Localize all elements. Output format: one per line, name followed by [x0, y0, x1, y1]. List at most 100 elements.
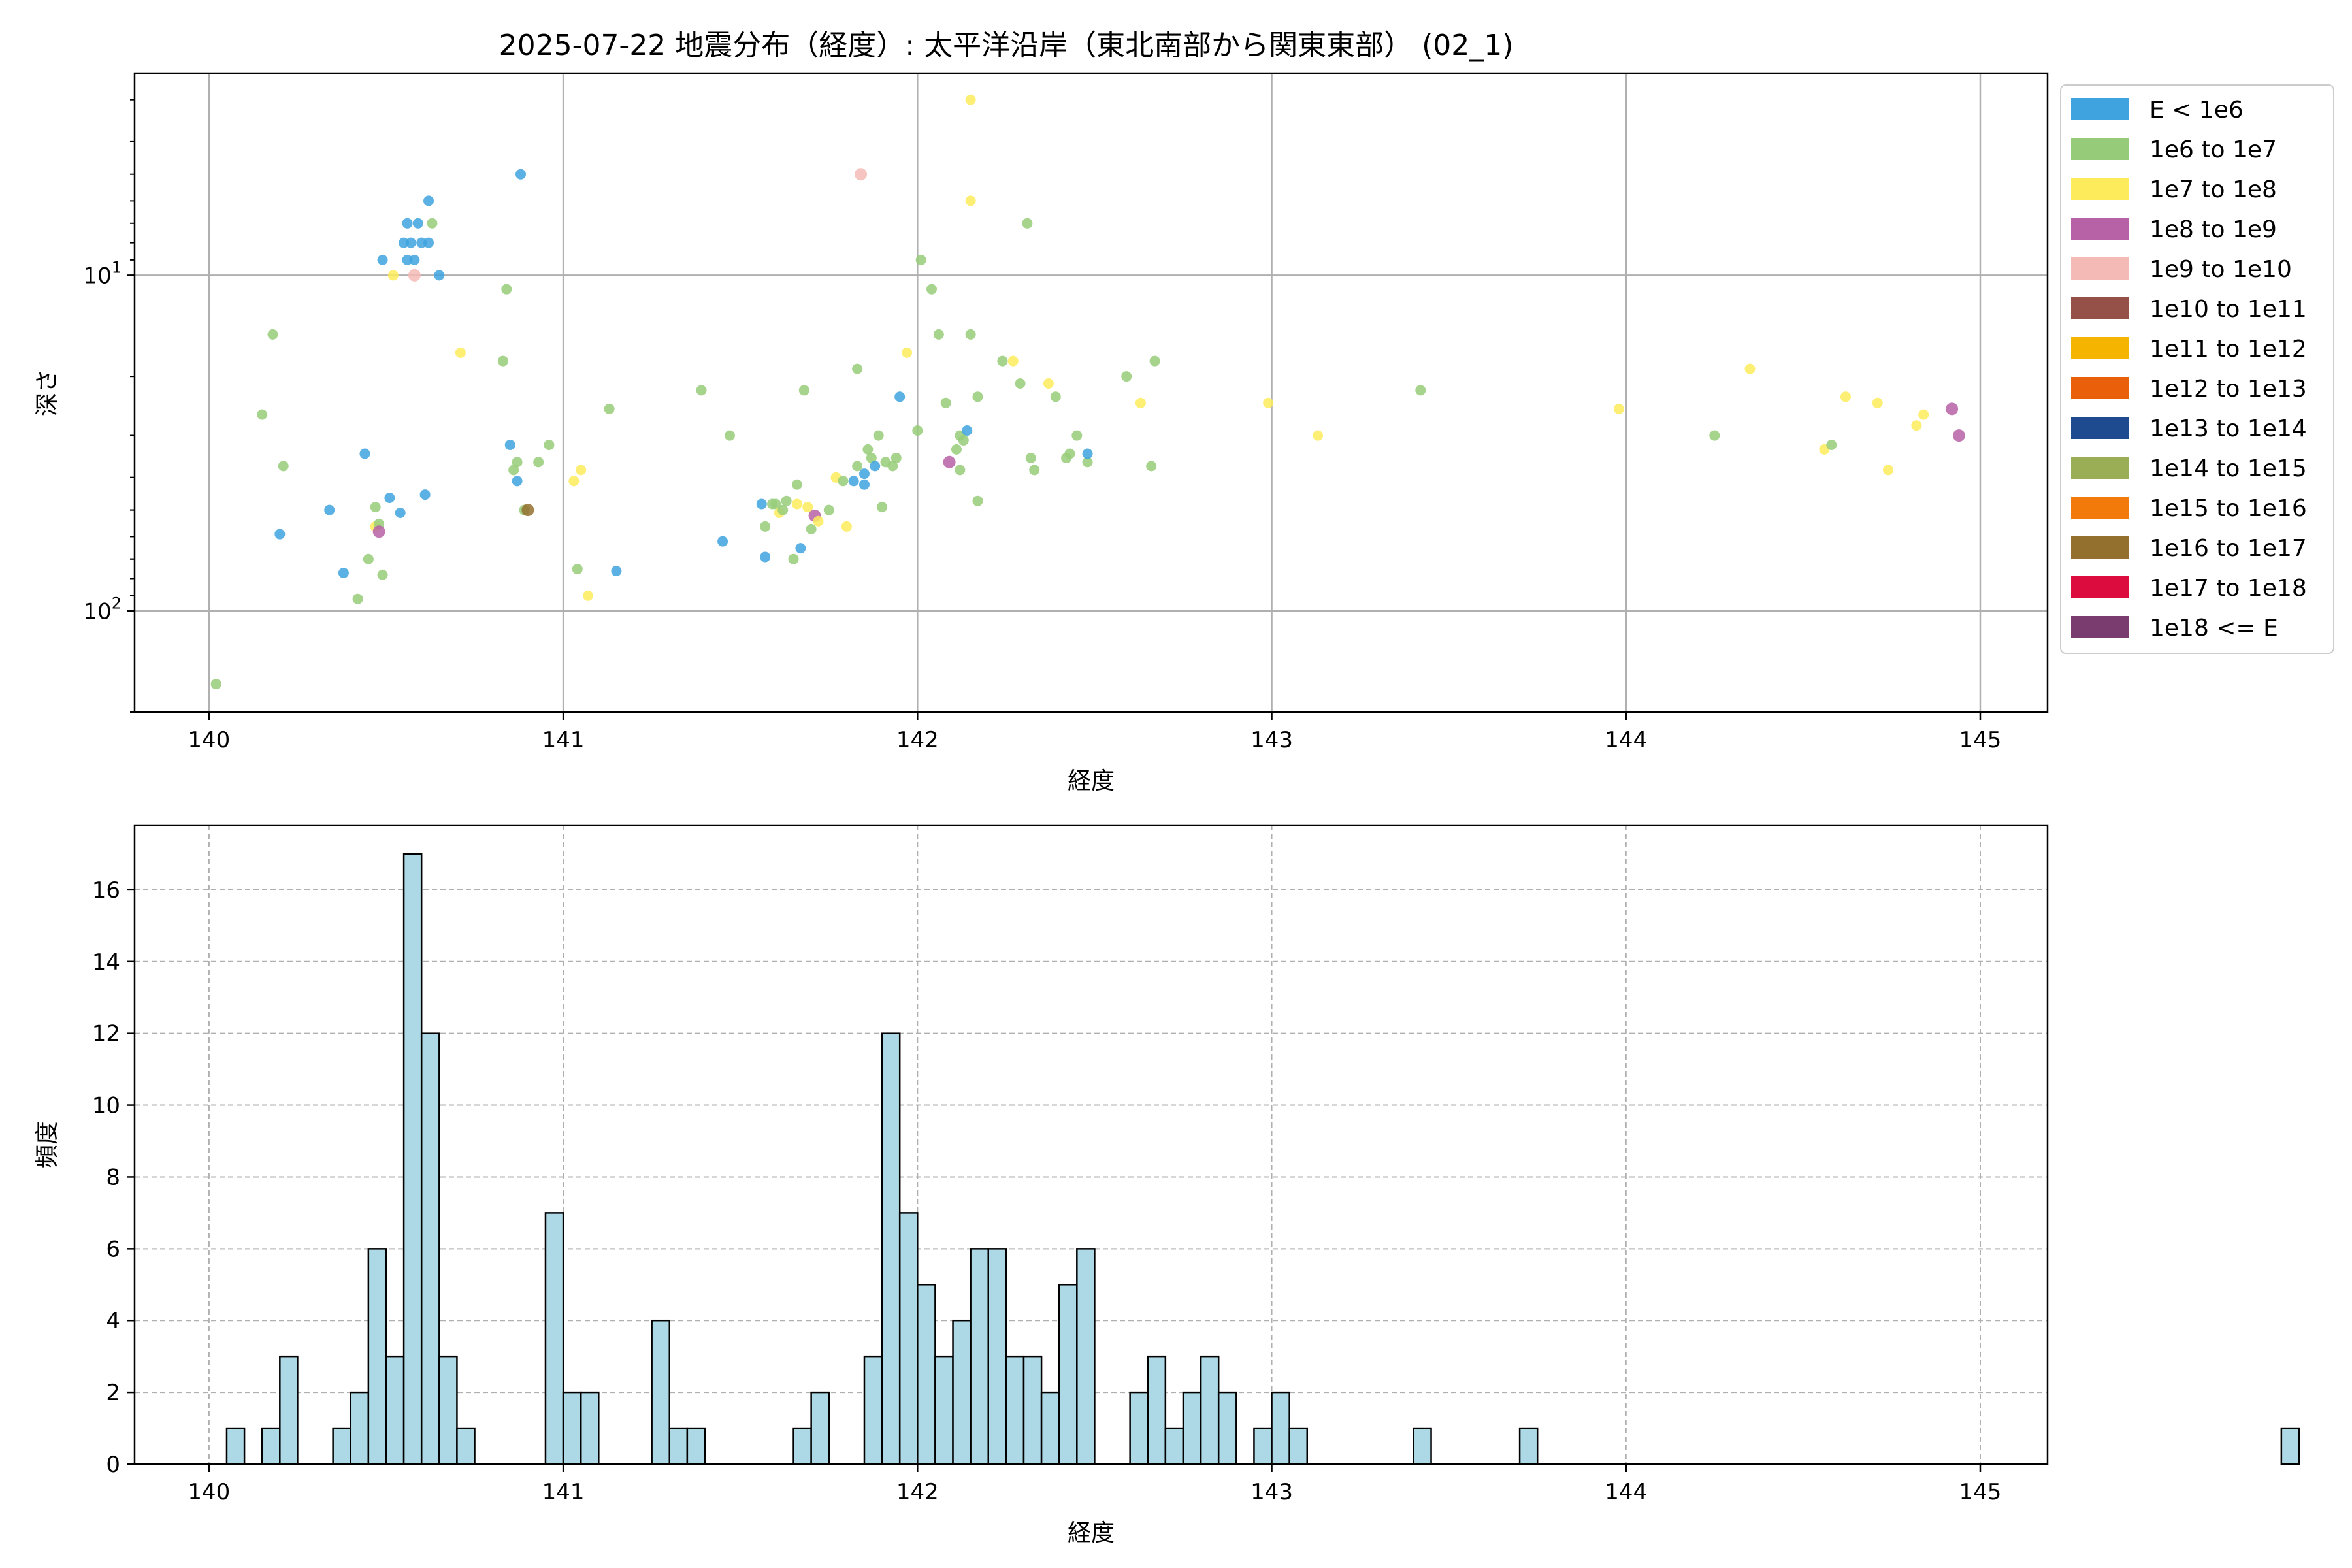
scatter-point: [926, 284, 937, 295]
scatter-point: [887, 461, 898, 472]
histogram-bar: [1129, 1391, 1149, 1465]
legend-swatch: [2071, 377, 2129, 399]
legend-label: 1e14 to 1e15: [2149, 455, 2307, 482]
scatter-x-axis-label: 経度: [1068, 768, 1115, 794]
scatter-point: [267, 329, 278, 340]
scatter-point: [257, 409, 268, 420]
scatter-point: [788, 553, 799, 564]
histogram-x-tick-label: 144: [1605, 1479, 1647, 1505]
scatter-point: [1025, 452, 1036, 463]
scatter-point: [1263, 397, 1274, 408]
scatter-point: [965, 94, 976, 105]
scatter-point: [1918, 409, 1929, 420]
histogram-bar: [279, 1355, 299, 1465]
scatter-point: [858, 468, 870, 480]
scatter-point: [370, 502, 381, 513]
histogram-bar: [261, 1427, 281, 1465]
legend-swatch: [2071, 297, 2129, 319]
scatter-point: [877, 502, 888, 513]
histogram-bar: [898, 1212, 919, 1465]
scatter-point: [409, 254, 420, 265]
legend-label: 1e16 to 1e17: [2149, 535, 2307, 562]
scatter-x-tick-label: 143: [1250, 727, 1293, 753]
histogram-bar: [1040, 1391, 1060, 1465]
scatter-point: [1613, 403, 1624, 414]
legend-swatch: [2071, 616, 2129, 638]
histogram-bar: [917, 1284, 936, 1465]
scatter-x-tick-label: 145: [1959, 727, 2002, 753]
legend-frame: [2060, 84, 2334, 654]
legend: E < 1e6 1e6 to 1e7 1e7 to 1e8 1e8 to 1e9 1e9…: [2060, 84, 2334, 654]
legend-label: 1e11 to 1e12: [2149, 336, 2307, 363]
scatter-point: [858, 479, 870, 490]
scatter-point: [717, 536, 728, 547]
scatter-point: [798, 385, 809, 396]
scatter-y-axis-label: 深さ: [34, 369, 61, 416]
scatter-point: [324, 504, 335, 515]
scatter-point: [568, 476, 580, 487]
scatter-point: [1911, 420, 1922, 431]
scatter-point: [933, 329, 944, 340]
legend-swatch: [2071, 457, 2129, 479]
scatter-point: [777, 504, 789, 515]
scatter-x-tick-label: 142: [896, 727, 939, 753]
scatter-point: [813, 515, 824, 527]
scatter-point: [873, 430, 884, 441]
histogram-bar: [562, 1391, 582, 1465]
scatter-point: [408, 269, 421, 282]
scatter-point: [1883, 465, 1893, 476]
scatter-point: [1840, 391, 1851, 402]
histogram-bar: [332, 1427, 352, 1465]
scatter-point: [501, 284, 512, 295]
histogram-bar: [952, 1319, 972, 1465]
scatter-point: [533, 457, 544, 468]
scatter-point: [387, 270, 399, 281]
legend-label: 1e15 to 1e16: [2149, 495, 2307, 522]
scatter-point: [274, 529, 286, 540]
scatter-point: [412, 218, 423, 229]
scatter-point: [377, 569, 388, 580]
legend-label: 1e9 to 1e10: [2149, 256, 2292, 283]
scatter-point: [604, 403, 615, 414]
scatter-point: [940, 397, 951, 408]
histogram-bar: [1413, 1427, 1432, 1465]
scatter-x-tick-label: 140: [188, 727, 230, 753]
scatter-y-tick-label: 101: [83, 258, 122, 289]
histogram-bar: [1200, 1355, 1220, 1465]
histogram-bar: [544, 1212, 564, 1465]
scatter-point: [823, 504, 834, 515]
histogram-x-tick-label: 145: [1959, 1479, 2002, 1505]
scatter-point: [912, 425, 923, 436]
scatter-point: [1007, 355, 1019, 367]
scatter-point: [508, 465, 519, 476]
histogram-y-tick-label: 4: [106, 1308, 120, 1334]
scatter-point: [504, 439, 515, 450]
scatter-point: [1015, 378, 1026, 389]
scatter-point: [972, 495, 983, 506]
scatter-point: [497, 355, 508, 367]
scatter-point: [862, 444, 874, 455]
scatter-point: [521, 504, 534, 517]
scatter-point: [915, 254, 926, 265]
scatter-point: [852, 363, 863, 374]
histogram-bar: [934, 1355, 954, 1465]
scatter-point: [338, 567, 349, 578]
scatter-point: [1050, 391, 1061, 402]
scatter-point: [359, 448, 370, 459]
scatter-point: [1064, 448, 1075, 459]
scatter-point: [870, 461, 881, 472]
scatter-point: [423, 195, 434, 206]
scatter-y-ticks: 101 102: [83, 99, 135, 713]
legend-swatch: [2071, 497, 2129, 519]
scatter-point: [943, 455, 956, 468]
scatter-point: [395, 508, 406, 519]
scatter-point: [951, 444, 962, 455]
legend-label: 1e12 to 1e13: [2149, 376, 2307, 402]
histogram-bar: [686, 1427, 706, 1465]
histogram-bar: [385, 1355, 405, 1465]
histogram-bar: [668, 1427, 689, 1465]
scatter-point: [997, 355, 1008, 367]
histogram-bar: [1058, 1284, 1078, 1465]
scatter-point: [1313, 430, 1324, 441]
